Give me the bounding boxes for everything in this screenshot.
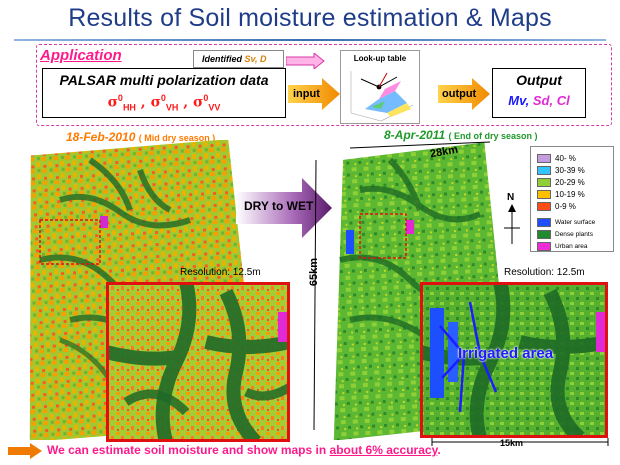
dry-to-wet-label: DRY to WET [244,199,314,213]
legend-item: 10-19 % [537,189,585,199]
scale-label-left: 65km [308,257,321,287]
scale-label-bottom: 15km [500,438,524,448]
legend-item: 40- % [537,153,576,163]
legend-swatch [537,201,551,211]
legend-label: 10-19 % [555,189,585,199]
legend-item: 0-9 % [537,201,576,211]
legend-swatch [537,241,551,251]
legend-label: 40- % [555,153,576,163]
legend-item: 20-29 % [537,177,585,187]
output-title: Output [516,72,562,88]
legend-item: Dense plants [537,229,593,239]
right-resolution-label: Resolution: 12.5m [504,267,585,278]
irrigated-area-annotation: Irrigated area [458,345,554,362]
left-map-date: 18-Feb-2010 ( Mid dry season ) [66,130,216,144]
lookup-table-title: Look-up table [353,54,407,63]
left-resolution-label: Resolution: 12.5m [180,267,261,278]
legend: 40- % 30-39 % 20-29 % 10-19 % 0-9 % Water sur… [530,146,614,252]
wet-season-inset-map [420,282,608,438]
legend-label: 0-9 % [555,201,576,211]
output-box: Output Mv, Sd, Cl [492,68,586,118]
north-label: N [507,192,515,203]
application-panel [36,44,612,126]
legend-label: Dense plants [555,230,593,238]
scale-bar-bottom [431,438,609,446]
legend-swatch [537,229,551,239]
identified-box: Identified Sv, D [193,50,284,68]
legend-item: Urban area [537,241,588,251]
identified-vars: Sv, D [244,54,267,64]
legend-swatch [537,217,551,227]
input-arrow-label: input [293,88,320,100]
output-arrow-label: output [442,88,477,100]
conclusion-text: We can estimate soil moisture and show m… [47,443,441,457]
legend-swatch [537,189,551,199]
right-map-date: 8-Apr-2011 ( End of dry season ) [384,128,538,142]
identified-arrow-icon [286,53,325,69]
legend-label: 20-29 % [555,177,585,187]
legend-label: 30-39 % [555,165,585,175]
title-divider [14,39,606,41]
identified-prefix: Identified [202,54,242,64]
input-arrow-icon [288,78,340,110]
north-arrow-icon [504,204,520,244]
dry-season-inset-map [106,282,290,442]
legend-item: Water surface [537,217,595,227]
legend-label: Water surface [555,218,596,226]
input-data-title: PALSAR multi polarization data [59,72,269,88]
legend-swatch [537,153,551,163]
polarization-list: σ0HH , σ0VH , σ0VV [107,93,221,113]
output-arrow-icon [438,78,490,110]
legend-swatch [537,165,551,175]
slide-title: Results of Soil moisture estimation & Ma… [68,4,552,32]
application-label: Application [40,47,122,64]
lookup-table-plot [350,71,414,122]
legend-swatch [537,177,551,187]
dry-to-wet-arrow-icon [236,178,332,238]
legend-label: Urban area [555,242,588,250]
output-variables: Mv, Sd, Cl [508,93,570,108]
lookup-table-box: Look-up table [340,50,420,124]
legend-item: 30-39 % [537,165,585,175]
input-data-box: PALSAR multi polarization data σ0HH , σ0… [42,68,286,118]
conclusion-arrow-icon [8,443,42,459]
